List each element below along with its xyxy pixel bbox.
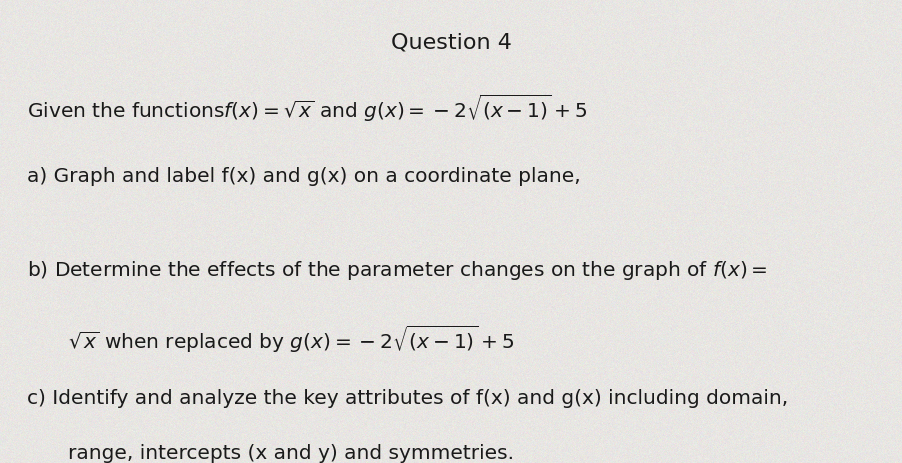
Text: range, intercepts (x and y) and symmetries.: range, intercepts (x and y) and symmetri… xyxy=(68,444,513,463)
Text: Question 4: Question 4 xyxy=(391,32,511,52)
Text: b) Determine the effects of the parameter changes on the graph of $f(x) =$: b) Determine the effects of the paramete… xyxy=(27,259,768,282)
Text: a) Graph and label f(x) and g(x) on a coordinate plane,: a) Graph and label f(x) and g(x) on a co… xyxy=(27,167,581,186)
Text: $\sqrt{x}$ when replaced by $g(x) = -2\sqrt{(x-1)}+5$: $\sqrt{x}$ when replaced by $g(x) = -2\s… xyxy=(68,324,513,355)
Text: Given the functions$f(x) = \sqrt{x}$ and $g(x) = -2\sqrt{(x-1)}+5$: Given the functions$f(x) = \sqrt{x}$ and… xyxy=(27,93,588,124)
Text: c) Identify and analyze the key attributes of f(x) and g(x) including domain,: c) Identify and analyze the key attribut… xyxy=(27,389,788,408)
